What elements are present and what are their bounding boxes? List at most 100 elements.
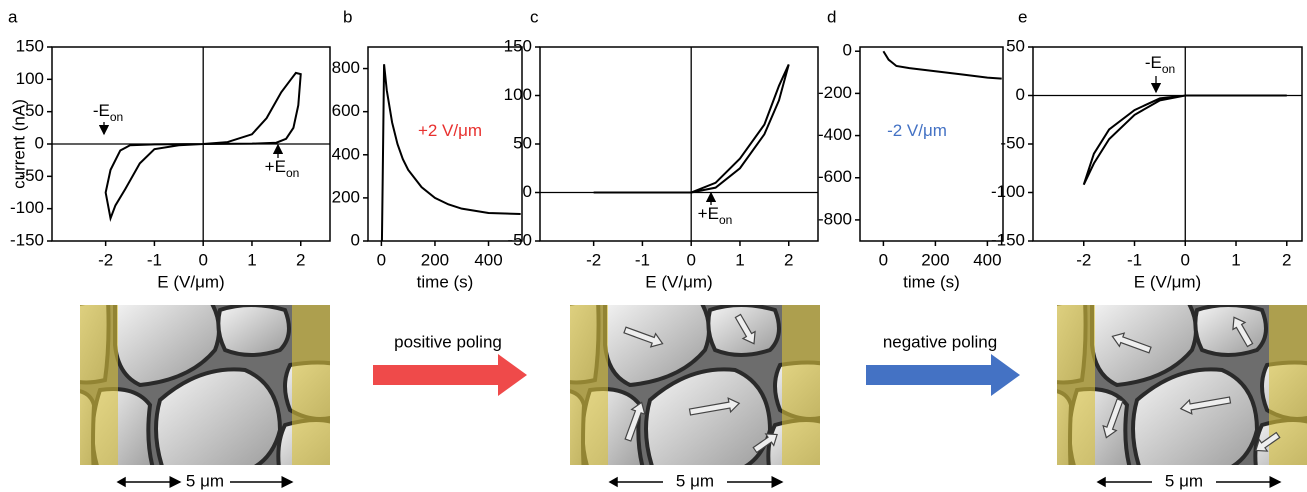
y-tick-label: 100 (16, 69, 44, 88)
y-tick-label: 150 (504, 36, 532, 55)
annotation-text: +2 V/μm (418, 121, 482, 140)
panel-letter: b (343, 7, 352, 26)
x-tick-label: 0 (198, 250, 207, 269)
annotation: -2 V/μm (887, 121, 947, 140)
illustrations: positive poling negative poling 5 μm 5 μ… (70, 300, 1307, 490)
x-axis-label: time (s) (417, 272, 474, 291)
panel: e -150 -100 -50 0 50 -2 -1 0 1 2 E (V/μm) -Eon (991, 7, 1303, 291)
polarization-arrows (623, 313, 1281, 454)
x-tick-label: -1 (1127, 250, 1142, 269)
data-line (380, 64, 521, 241)
panel-letter: d (827, 7, 836, 26)
x-tick-label: 0 (1181, 250, 1190, 269)
y-tick-label: -150 (991, 230, 1025, 249)
x-axis-label: E (V/μm) (157, 272, 224, 291)
x-axis-label: time (s) (903, 272, 960, 291)
scale-label: 5 μm (186, 471, 224, 490)
x-tick-label: 200 (921, 250, 949, 269)
panel: a -150 -100 -50 0 50 100 150 -2 -1 0 1 2 E (V/μm) curr… (8, 7, 331, 291)
x-tick-label: 0 (377, 250, 386, 269)
plot-frame (539, 46, 819, 242)
y-tick-label: -800 (818, 209, 852, 228)
y-tick-label: -150 (10, 230, 44, 249)
y-tick-label: -50 (1000, 133, 1025, 152)
annotation: -Eon (1145, 53, 1175, 76)
plot-frame (367, 46, 523, 242)
y-tick-label: 150 (16, 36, 44, 55)
y-tick-label: 50 (25, 101, 44, 120)
poling-arrow (866, 354, 1020, 396)
panel-letter: c (530, 7, 539, 26)
data-line (104, 71, 302, 223)
x-tick-label: -2 (586, 250, 601, 269)
x-tick-label: -1 (147, 250, 162, 269)
grain-image (70, 300, 340, 475)
annotation-subscript: on (719, 213, 732, 227)
x-tick-label: 2 (296, 250, 305, 269)
x-tick-label: 400 (474, 250, 502, 269)
x-tick-label: 1 (735, 250, 744, 269)
panel: c -50 0 50 100 150 -2 -1 0 1 2 E (V/μm) +Eon (504, 7, 819, 291)
y-tick-label: 100 (504, 85, 532, 104)
scale-label: 5 μm (1165, 471, 1203, 490)
y-tick-label: -100 (10, 198, 44, 217)
annotation-text: +E (698, 204, 719, 223)
y-tick-label: 400 (332, 144, 360, 163)
y-tick-label: 800 (332, 58, 360, 77)
data-line (593, 64, 790, 194)
poling-label: negative poling (883, 332, 997, 351)
grain-image (1047, 300, 1307, 475)
x-tick-label: -2 (98, 250, 113, 269)
x-tick-label: 0 (686, 250, 695, 269)
x-tick-label: -1 (635, 250, 650, 269)
x-tick-label: 2 (784, 250, 793, 269)
y-tick-label: 0 (351, 230, 360, 249)
x-tick-label: 1 (1231, 250, 1240, 269)
y-axis-label: current (nA) (9, 99, 28, 189)
annotation-text: -E (1145, 53, 1162, 72)
poling-label: positive poling (394, 332, 502, 351)
y-tick-label: 200 (332, 187, 360, 206)
annotation: +2 V/μm (418, 121, 482, 140)
y-tick-label: 0 (523, 182, 532, 201)
annotation: +Eon (698, 204, 733, 227)
annotation: -Eon (93, 101, 123, 124)
panel-letter: e (1018, 7, 1027, 26)
y-tick-label: -400 (818, 125, 852, 144)
y-tick-label: 600 (332, 101, 360, 120)
x-axis-label: E (V/μm) (645, 272, 712, 291)
x-tick-label: 0 (879, 250, 888, 269)
y-tick-label: -100 (991, 182, 1025, 201)
grain-image (560, 300, 830, 475)
x-tick-label: 2 (1282, 250, 1291, 269)
annotation: +Eon (265, 157, 300, 180)
y-tick-label: -50 (507, 230, 532, 249)
x-tick-label: 400 (973, 250, 1001, 269)
y-tick-label: 0 (843, 41, 852, 60)
data-line (882, 50, 1002, 80)
y-tick-label: -50 (19, 166, 44, 185)
annotation-subscript: on (1162, 62, 1175, 76)
x-axis-label: E (V/μm) (1134, 272, 1201, 291)
scale-bars (116, 476, 1282, 488)
data-line (1082, 94, 1287, 186)
annotation-text: +E (265, 157, 286, 176)
x-tick-label: -2 (1076, 250, 1091, 269)
plot-frame (859, 46, 1004, 242)
y-tick-label: -600 (818, 167, 852, 186)
panel: d -800 -600 -400 -200 0 0 200 400 time (s) -2 V/μm (818, 7, 1004, 291)
annotation-text: -2 V/μm (887, 121, 947, 140)
scale-label: 5 μm (676, 471, 714, 490)
x-tick-label: 1 (247, 250, 256, 269)
annotation-subscript: on (110, 110, 123, 124)
y-tick-label: 50 (513, 133, 532, 152)
y-tick-label: 50 (1006, 36, 1025, 55)
y-tick-label: -200 (818, 83, 852, 102)
y-tick-label: 0 (1016, 85, 1025, 104)
poling-arrow (373, 354, 527, 396)
annotation-subscript: on (286, 166, 299, 180)
panel-letter: a (8, 7, 18, 26)
y-tick-label: 0 (35, 133, 44, 152)
